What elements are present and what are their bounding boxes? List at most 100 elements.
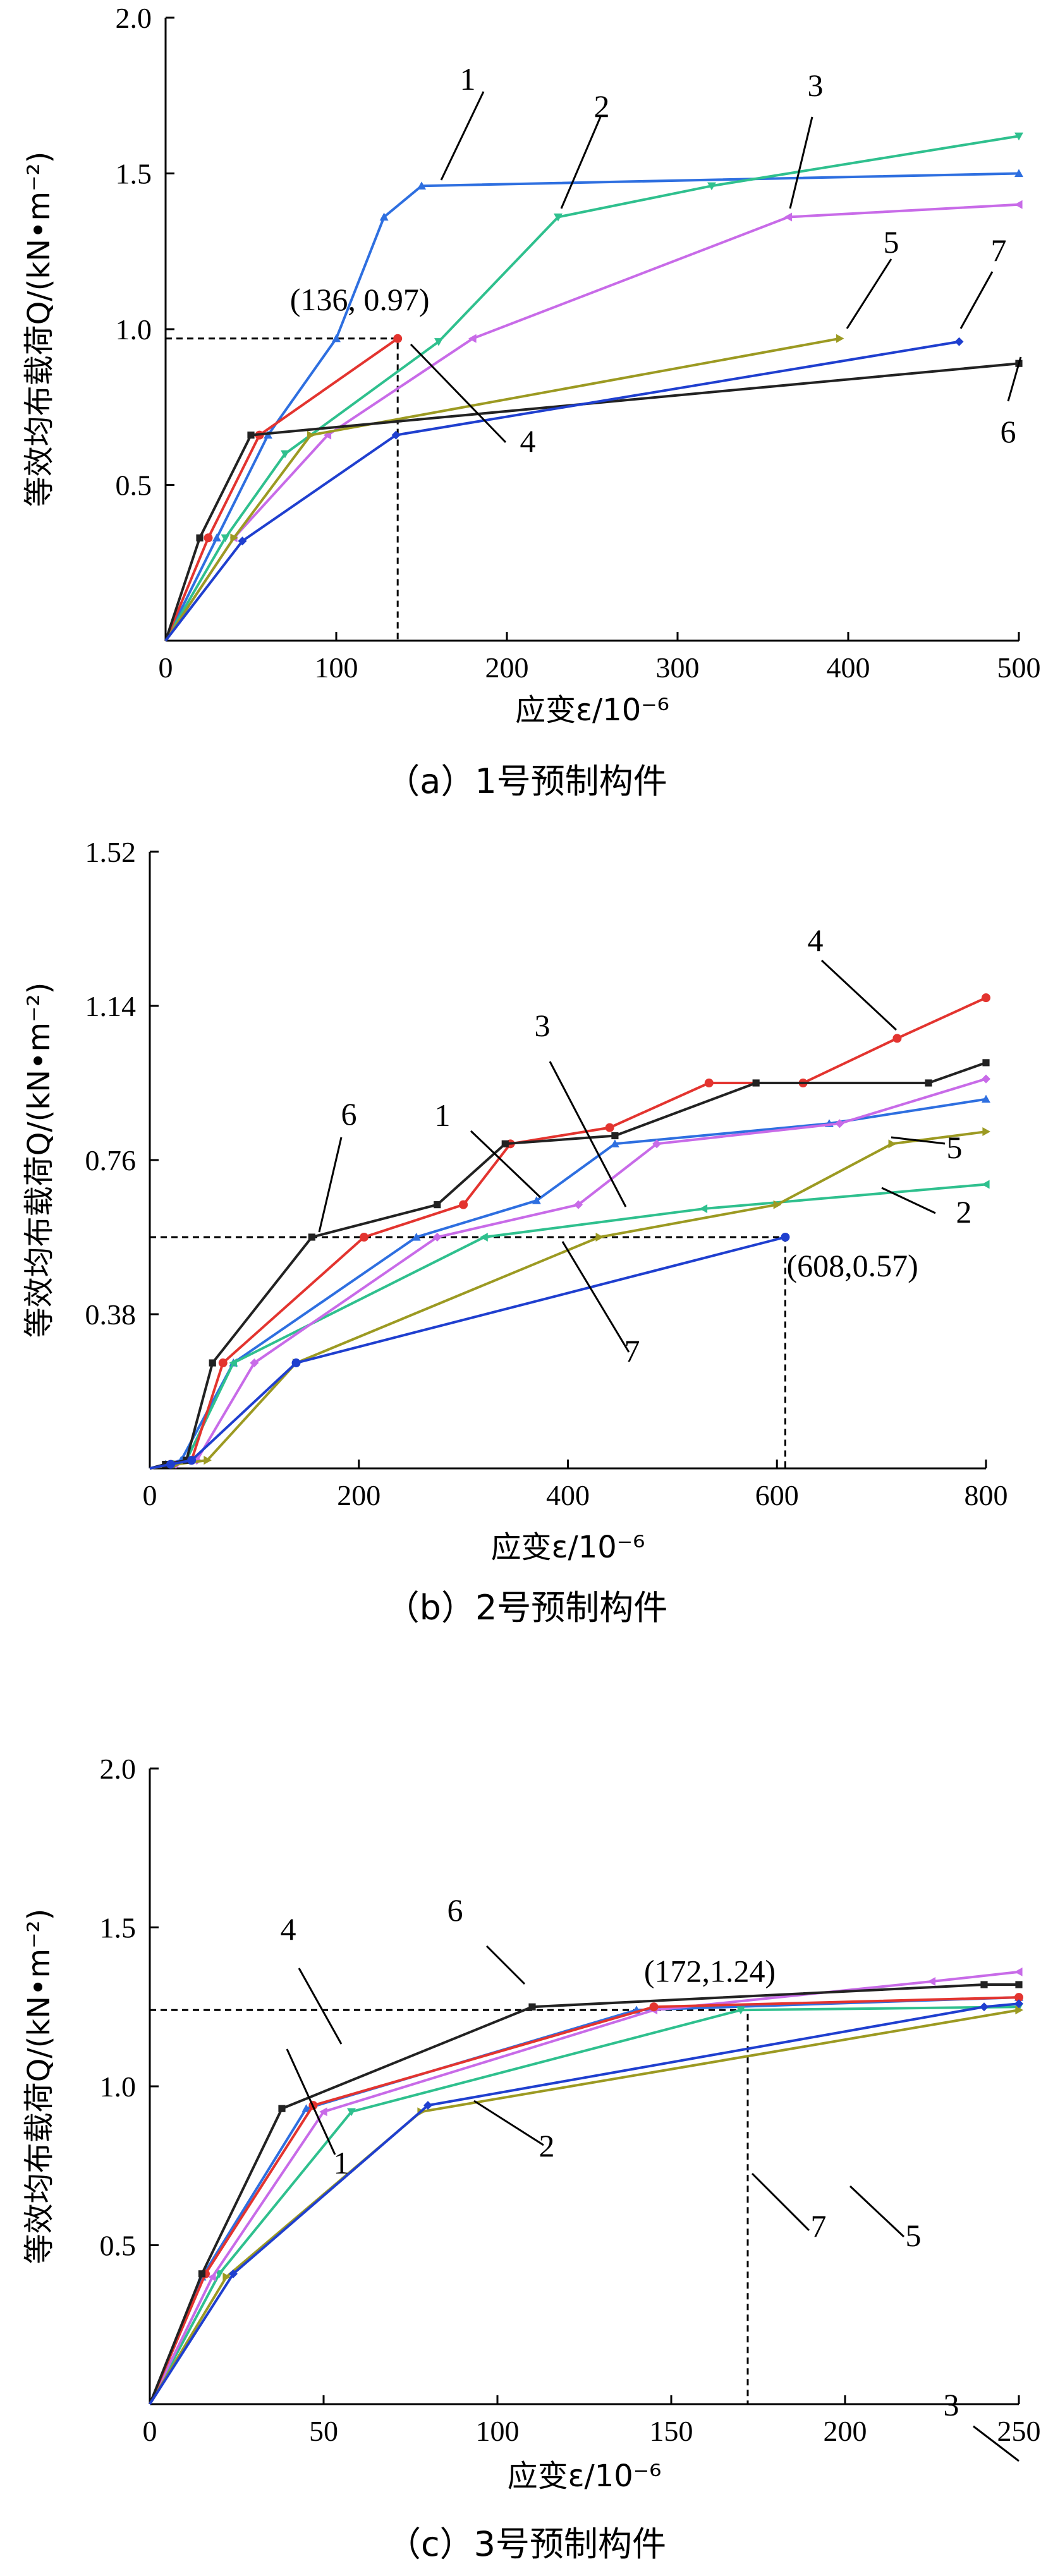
data-point-3 — [1014, 200, 1023, 209]
series-label-1: 1 — [460, 61, 476, 97]
point-annotation: (136, 0.97) — [290, 282, 430, 317]
series-label-6: 6 — [447, 1892, 463, 1928]
data-point-1 — [532, 1196, 541, 1204]
x-tick-label: 500 — [997, 651, 1041, 684]
data-point-5 — [773, 1200, 782, 1209]
data-point-6 — [198, 2270, 206, 2278]
data-point-2 — [982, 1180, 990, 1189]
data-point-5 — [1015, 2005, 1023, 2015]
chart-panel: 0 100 200 300 400 500 0.5 1.0 1.5 2.0 (136, 0.97) 1… — [21, 2, 1041, 801]
series-label-3: 3 — [808, 68, 824, 103]
data-point-7 — [781, 1233, 790, 1242]
y-axis-label: 等效均布载荷Q/(kN•m⁻²) — [21, 983, 57, 1338]
series-line-7 — [149, 2002, 1020, 2405]
figure-caption: （b）2号预制构件 — [386, 1588, 668, 1628]
figure-caption: （a）1号预制构件 — [386, 761, 667, 801]
data-point-4 — [982, 993, 990, 1003]
data-point-6 — [308, 1233, 315, 1241]
label-leader-1 — [286, 2048, 336, 2155]
data-point-3 — [432, 1233, 442, 1242]
label-leader-3 — [549, 1061, 627, 1207]
series-label-3: 3 — [944, 2387, 959, 2422]
series-label-5: 5 — [947, 1130, 963, 1165]
data-point-2 — [1014, 132, 1023, 141]
data-point-7 — [1014, 1999, 1023, 2009]
y-axis-label: 等效均布载荷Q/(kN•m⁻²) — [21, 152, 57, 507]
data-point-3 — [468, 334, 477, 343]
y-tick-label: 1.5 — [116, 158, 152, 190]
x-tick-label: 0 — [143, 2415, 157, 2447]
label-leader-4 — [410, 343, 507, 444]
point-annotation: (608,0.57) — [786, 1248, 918, 1283]
label-leader-7 — [561, 1241, 630, 1353]
y-tick-label: 1.52 — [85, 836, 137, 868]
data-point-3 — [784, 212, 793, 222]
data-point-7 — [291, 1358, 301, 1368]
data-point-7 — [954, 337, 964, 346]
data-point-2 — [281, 450, 289, 459]
x-tick-label: 0 — [159, 651, 173, 684]
data-point-4 — [704, 1079, 714, 1087]
reference-dashed-line — [150, 2009, 749, 2404]
data-point-1 — [411, 1233, 421, 1241]
data-point-7 — [391, 430, 401, 440]
y-tick-label: 1.5 — [100, 1912, 137, 1944]
label-leader-1 — [440, 91, 485, 181]
data-point-5 — [836, 334, 844, 343]
series-line-5 — [164, 337, 840, 642]
series-line-4 — [149, 996, 987, 1470]
series-line-2 — [149, 2005, 1020, 2405]
series-line-3 — [149, 1970, 1020, 2405]
y-tick-label: 0.5 — [116, 469, 152, 502]
data-point-2 — [736, 2006, 745, 2015]
series-label-4: 4 — [520, 423, 536, 459]
data-point-2 — [229, 1358, 237, 1368]
data-point-2 — [221, 534, 230, 543]
data-point-3 — [574, 1200, 583, 1209]
data-point-6 — [209, 1359, 216, 1367]
data-point-2 — [707, 182, 716, 191]
data-point-4 — [649, 2002, 659, 2012]
label-leader-5 — [891, 1136, 946, 1145]
data-point-7 — [423, 2101, 432, 2110]
data-point-1 — [332, 334, 341, 342]
data-point-1 — [1014, 169, 1023, 178]
reference-dashed-line — [166, 337, 399, 641]
data-point-5 — [307, 430, 315, 440]
label-leader-3 — [973, 2425, 1020, 2462]
y-tick-label: 0.76 — [85, 1144, 137, 1176]
label-leader-6 — [485, 1945, 526, 1985]
data-point-1 — [982, 1094, 990, 1103]
series-line-6 — [164, 362, 1020, 641]
series-label-7: 7 — [624, 1333, 640, 1369]
data-point-2 — [434, 338, 443, 346]
data-point-1 — [379, 212, 389, 221]
y-tick-label: 2.0 — [116, 2, 152, 34]
data-point-5 — [222, 2272, 231, 2282]
data-point-3 — [927, 1977, 936, 1986]
data-point-6 — [434, 1201, 441, 1209]
y-tick-label: 1.0 — [100, 2071, 137, 2103]
series-label-2: 2 — [956, 1194, 972, 1230]
y-tick-label: 1.14 — [85, 990, 137, 1022]
label-leader-5 — [849, 2185, 905, 2238]
data-point-1 — [610, 1139, 619, 1147]
data-point-4 — [892, 1034, 902, 1043]
x-tick-label: 100 — [315, 651, 358, 684]
series-line-4 — [164, 337, 399, 641]
series-label-6: 6 — [341, 1096, 357, 1132]
x-tick-label: 200 — [485, 651, 529, 684]
data-point-5 — [595, 1233, 604, 1242]
series-line-7 — [164, 340, 959, 642]
label-leader-5 — [846, 258, 892, 329]
data-point-7 — [187, 1456, 197, 1465]
data-point-6 — [1015, 1981, 1023, 1988]
series-line-7 — [149, 1236, 786, 1470]
x-tick-label: 0 — [143, 1479, 157, 1511]
data-point-5 — [982, 1127, 990, 1137]
x-tick-label: 300 — [656, 651, 700, 684]
data-point-6 — [278, 2105, 286, 2112]
chart-panel: 0 200 400 600 800 0.38 0.76 1.14 1.52 (608,0.57) 1… — [21, 836, 1008, 1628]
series-label-5: 5 — [906, 2218, 922, 2253]
series-line-6 — [149, 1983, 1019, 2405]
